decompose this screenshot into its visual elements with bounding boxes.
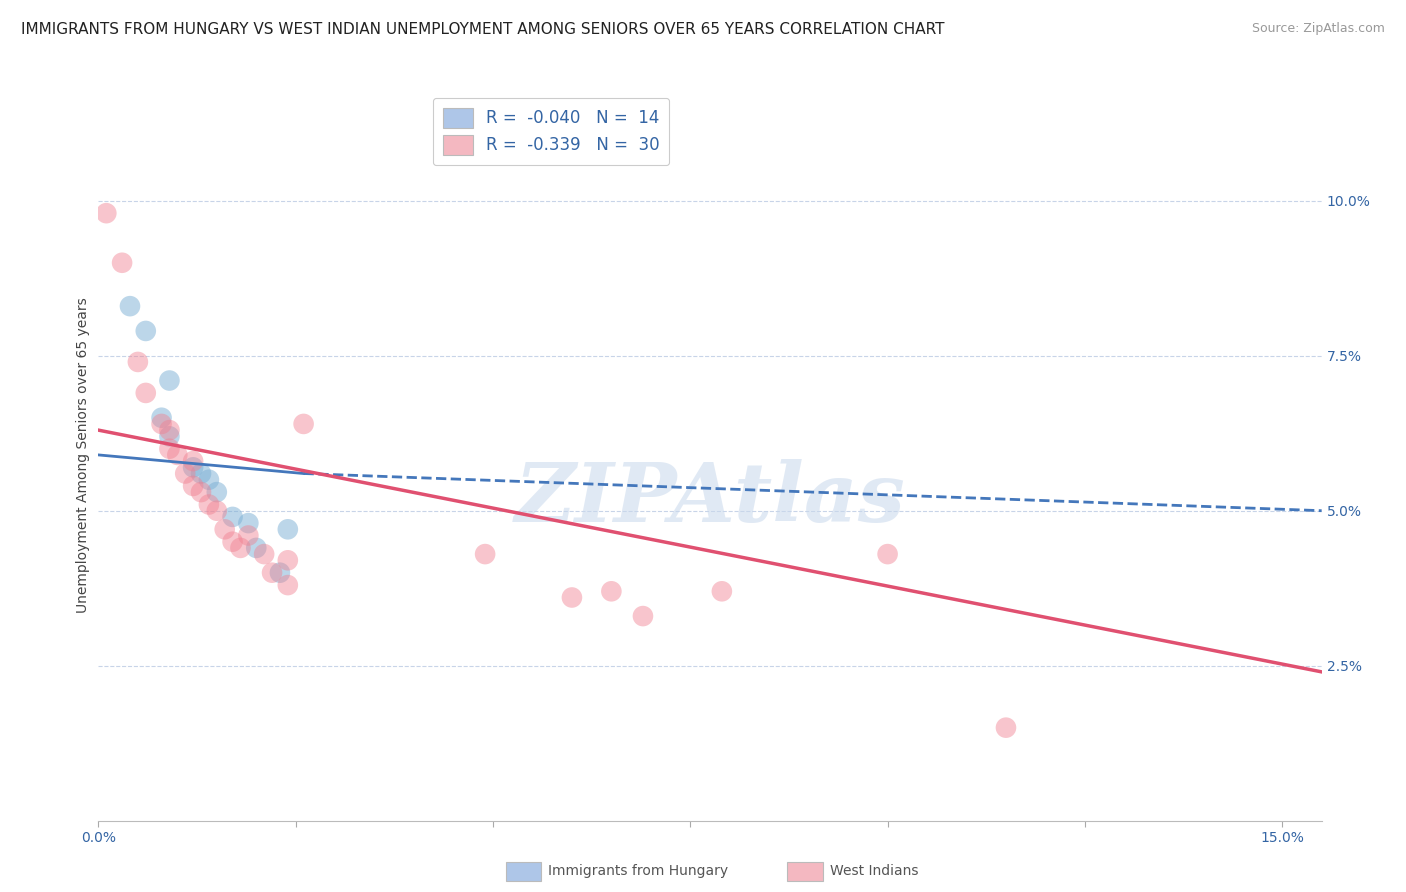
Text: West Indians: West Indians (830, 864, 918, 879)
Point (221, 509, 243, 524)
Point (166, 448, 188, 462)
Point (118, 299, 141, 313)
Point (214, 522, 236, 536)
Point (221, 534, 243, 549)
Text: Source: ZipAtlas.com: Source: ZipAtlas.com (1251, 22, 1385, 36)
Point (277, 522, 299, 536)
Point (277, 578, 299, 592)
Y-axis label: Unemployment Among Seniors over 65 years: Unemployment Among Seniors over 65 years (76, 297, 90, 613)
Point (150, 410, 173, 425)
Point (876, 547, 898, 561)
Point (600, 584, 623, 599)
Point (111, 256, 134, 270)
Point (238, 516, 260, 530)
Point (135, 386, 157, 401)
Text: Immigrants from Hungary: Immigrants from Hungary (548, 864, 728, 879)
Point (238, 528, 260, 542)
Text: IMMIGRANTS FROM HUNGARY VS WEST INDIAN UNEMPLOYMENT AMONG SENIORS OVER 65 YEARS : IMMIGRANTS FROM HUNGARY VS WEST INDIAN U… (21, 22, 945, 37)
Point (260, 566, 283, 580)
Point (205, 504, 228, 518)
Point (159, 442, 181, 456)
Point (198, 473, 221, 487)
Point (150, 417, 173, 431)
Point (205, 485, 228, 500)
Point (561, 591, 583, 605)
Point (159, 429, 181, 443)
Point (96, 206, 118, 220)
Point (135, 324, 157, 338)
Point (253, 547, 276, 561)
Point (127, 355, 149, 369)
Point (631, 609, 654, 624)
Point (159, 374, 181, 388)
Point (994, 721, 1017, 735)
Point (190, 467, 212, 481)
Point (159, 423, 181, 437)
Point (292, 417, 315, 431)
Point (269, 566, 291, 580)
Point (181, 460, 204, 475)
Point (190, 485, 212, 500)
Point (181, 454, 204, 468)
Point (229, 541, 252, 555)
Point (474, 547, 496, 561)
Text: ZIPAtlas: ZIPAtlas (515, 458, 905, 539)
Point (198, 498, 221, 512)
Point (174, 467, 197, 481)
Point (181, 479, 204, 493)
Point (710, 584, 733, 599)
Point (277, 553, 299, 567)
Point (245, 541, 267, 555)
Legend: R =  -0.040   N =  14, R =  -0.339   N =  30: R = -0.040 N = 14, R = -0.339 N = 30 (433, 97, 669, 165)
